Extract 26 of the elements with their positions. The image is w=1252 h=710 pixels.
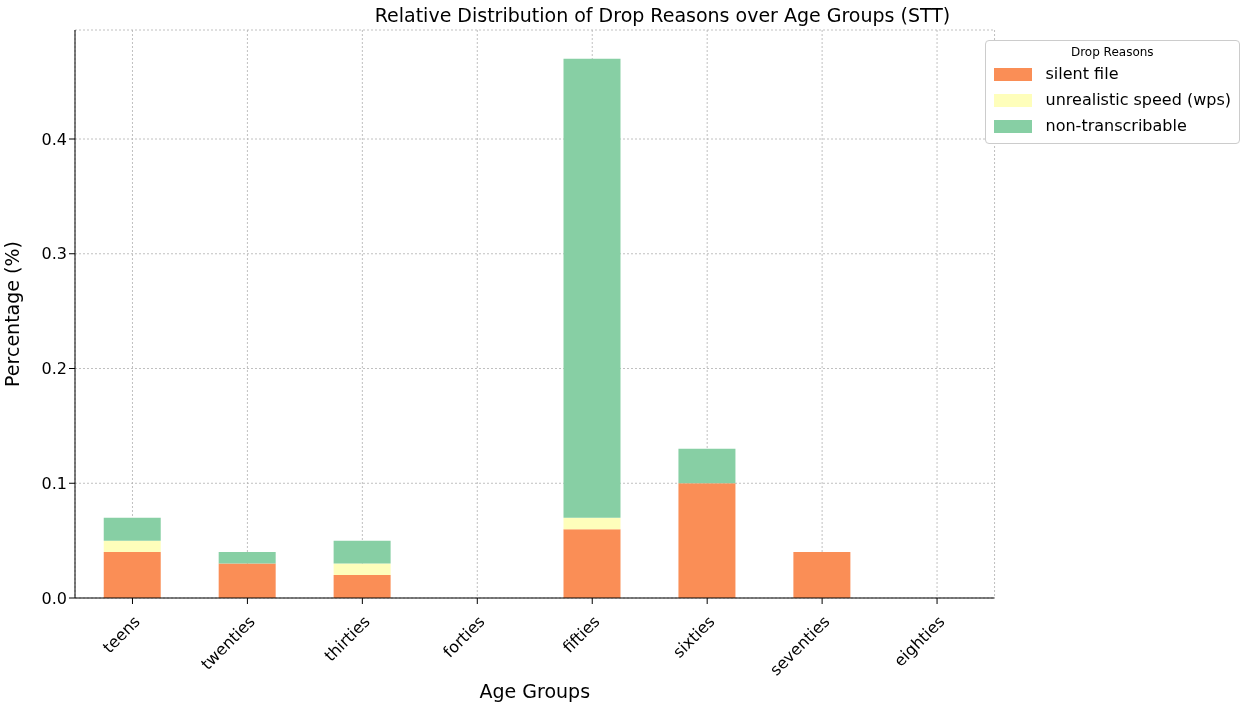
bar [563, 58, 621, 518]
legend-title: Drop Reasons [1069, 45, 1155, 59]
bar [678, 448, 736, 484]
bar [563, 529, 621, 598]
chart-title: Relative Distribution of Drop Reasons over Age Groups (STT) [373, 4, 952, 26]
y-axis-title: Percentage (%) [0, 241, 23, 387]
legend-label: silent file [1045, 63, 1119, 85]
bar [103, 540, 161, 553]
bar [563, 517, 621, 530]
bar [103, 552, 161, 598]
legend-label: non-transcribable [1045, 115, 1187, 137]
y-tick-label: 0.2 [41, 359, 67, 379]
legend-label: unrealistic speed (wps) [1045, 89, 1231, 111]
y-tick-label: 0.1 [41, 473, 67, 493]
y-tick-label: 0.4 [41, 129, 67, 149]
bar [793, 552, 851, 598]
bar [103, 517, 161, 541]
bar [333, 575, 391, 598]
bar [218, 552, 276, 564]
bar [678, 483, 736, 598]
bar [218, 563, 276, 598]
y-tick-label: 0.3 [41, 244, 67, 264]
bar [333, 563, 391, 576]
bar [333, 540, 391, 564]
y-tick-label: 0.0 [41, 588, 67, 608]
x-axis-title: Age Groups [479, 680, 591, 702]
